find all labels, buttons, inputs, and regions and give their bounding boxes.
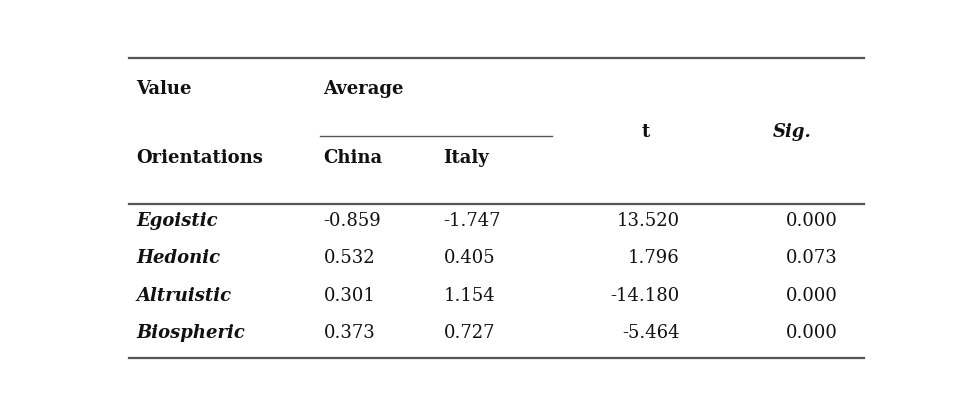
Text: Sig.: Sig. (773, 124, 812, 141)
Text: t: t (642, 124, 650, 141)
Text: Italy: Italy (443, 149, 490, 167)
Text: 0.301: 0.301 (323, 287, 376, 305)
Text: 0.373: 0.373 (323, 324, 376, 342)
Text: -5.464: -5.464 (622, 324, 680, 342)
Text: -0.859: -0.859 (323, 212, 381, 230)
Text: China: China (323, 149, 382, 167)
Text: Average: Average (323, 80, 404, 98)
Text: Biospheric: Biospheric (136, 324, 245, 342)
Text: 1.796: 1.796 (628, 249, 680, 267)
Text: Altruistic: Altruistic (136, 287, 231, 305)
Text: Hedonic: Hedonic (136, 249, 220, 267)
Text: 0.727: 0.727 (443, 324, 495, 342)
Text: 0.405: 0.405 (443, 249, 496, 267)
Text: -14.180: -14.180 (611, 287, 680, 305)
Text: Value: Value (136, 80, 192, 98)
Text: 0.000: 0.000 (786, 287, 837, 305)
Text: 0.532: 0.532 (323, 249, 376, 267)
Text: 0.073: 0.073 (786, 249, 837, 267)
Text: 13.520: 13.520 (617, 212, 680, 230)
Text: 0.000: 0.000 (786, 212, 837, 230)
Text: Egoistic: Egoistic (136, 212, 218, 230)
Text: 0.000: 0.000 (786, 324, 837, 342)
Text: Orientations: Orientations (136, 149, 263, 167)
Text: -1.747: -1.747 (443, 212, 501, 230)
Text: 1.154: 1.154 (443, 287, 496, 305)
